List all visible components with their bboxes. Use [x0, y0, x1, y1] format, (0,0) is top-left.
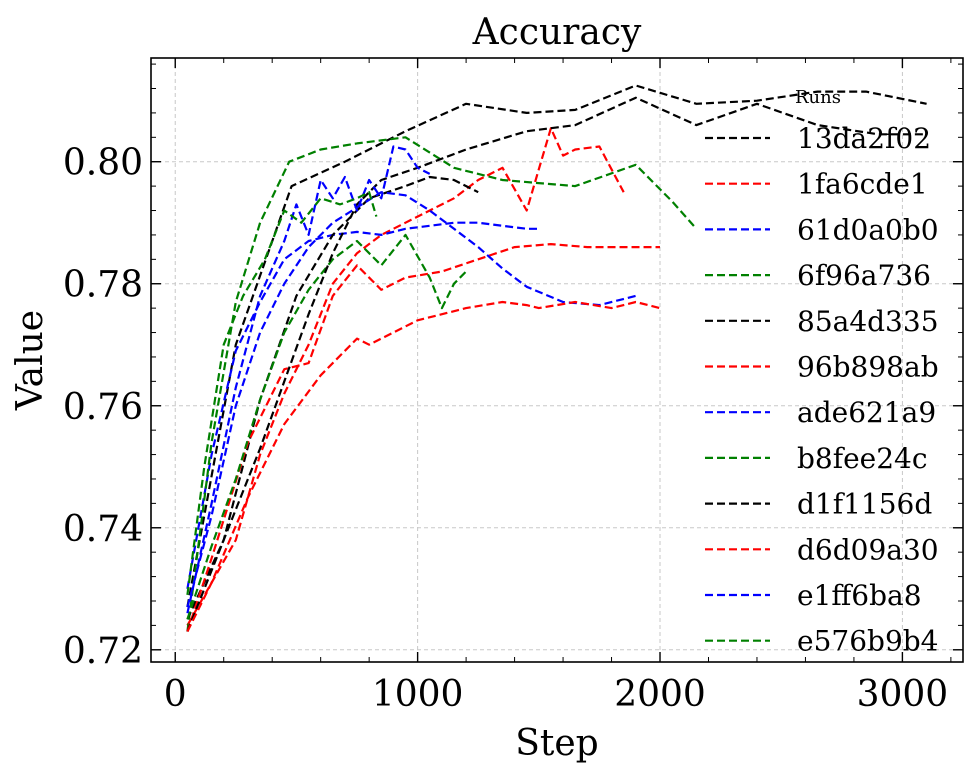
series-line-1fa6cde1 [186, 127, 625, 626]
legend-label: e1ff6ba8 [797, 579, 922, 612]
y-tick-label: 0.80 [63, 143, 143, 184]
x-tick-label: 3000 [857, 674, 949, 715]
x-axis-label: Step [515, 723, 598, 764]
legend-label: 96b898ab [797, 351, 939, 384]
legend-label: 85a4d335 [797, 305, 939, 338]
tick-labels: 0 1000 2000 3000 0.72 0.74 0.76 0.78 0.80 [63, 143, 948, 715]
legend-label: 1fa6cde1 [797, 168, 928, 201]
x-tick-label: 1000 [372, 674, 464, 715]
legend-label: d6d09a30 [797, 533, 939, 566]
legend-label: 13da2f02 [797, 122, 931, 155]
series-line-ade621a9 [186, 191, 637, 608]
chart-title: Accuracy [472, 12, 642, 53]
legend-label: b8fee24c [797, 442, 928, 475]
series-line-e1ff6ba8 [186, 145, 431, 614]
legend-label: 61d0a0b0 [797, 213, 939, 246]
series-line-85a4d335 [186, 175, 479, 620]
grid [151, 58, 963, 662]
y-axis-label: Value [10, 310, 51, 411]
series-line-13da2f02 [186, 84, 927, 608]
y-tick-label: 0.74 [63, 509, 143, 550]
legend-label: d1f1156d [797, 488, 932, 521]
plot-frame [150, 57, 964, 663]
y-tick-label: 0.72 [63, 631, 143, 672]
x-tick-label: 2000 [614, 674, 706, 715]
legend-label: ade621a9 [797, 396, 936, 429]
axis-ticks [151, 58, 963, 662]
y-tick-label: 0.78 [63, 265, 143, 306]
series-line-d6d09a30 [186, 300, 661, 632]
series-line-e576b9b4 [186, 191, 378, 596]
series-line-6f96a736 [186, 136, 698, 632]
legend: Runs 13da2f02 1fa6cde1 61d0a0b0 6f96a736 85a… [705, 87, 939, 658]
x-tick-label: 0 [164, 674, 187, 715]
legend-title: Runs [795, 87, 841, 108]
series-line-b8fee24c [186, 233, 467, 620]
y-tick-label: 0.76 [63, 387, 143, 428]
series-layer [186, 84, 927, 632]
legend-label: e576b9b4 [797, 625, 939, 658]
series-line-96b898ab [186, 243, 660, 632]
series-line-61d0a0b0 [186, 221, 539, 589]
legend-label: 6f96a736 [797, 259, 931, 292]
